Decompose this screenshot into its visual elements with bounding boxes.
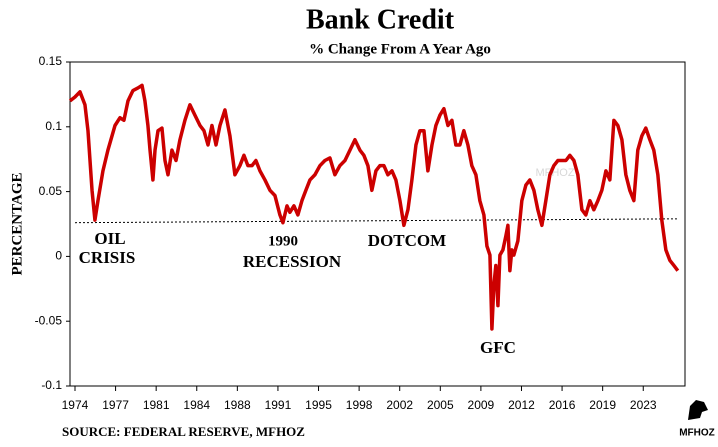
logo-text: MFHOZ bbox=[679, 428, 715, 439]
watermark: MFHOZ bbox=[535, 167, 574, 179]
x-tick-label: 1998 bbox=[346, 398, 373, 412]
y-tick-label: 0.15 bbox=[39, 54, 63, 68]
annotation: RECESSION bbox=[243, 252, 342, 271]
logo-icon bbox=[688, 400, 708, 420]
plot-frame bbox=[69, 61, 686, 387]
x-tick-label: 2005 bbox=[427, 398, 454, 412]
y-axis-label: PERCENTAGE bbox=[9, 172, 25, 275]
y-tick-label: -0.1 bbox=[41, 378, 62, 392]
y-tick-label: 0 bbox=[55, 249, 62, 263]
x-tick-label: 1995 bbox=[305, 398, 332, 412]
x-tick-label: 2019 bbox=[589, 398, 616, 412]
x-tick-label: 2009 bbox=[468, 398, 495, 412]
annotation: CRISIS bbox=[79, 248, 136, 267]
trend-line bbox=[74, 218, 679, 224]
annotation: 1990 bbox=[268, 233, 298, 249]
x-tick-label: 1988 bbox=[224, 398, 251, 412]
y-tick-label: -0.05 bbox=[35, 313, 63, 327]
y-tick-label: 0.1 bbox=[45, 119, 62, 133]
x-tick-label: 1977 bbox=[102, 398, 129, 412]
x-tick-label: 1984 bbox=[183, 398, 210, 412]
x-tick-label: 2016 bbox=[549, 398, 576, 412]
x-tick-label: 1981 bbox=[143, 398, 170, 412]
x-tick-label: 2023 bbox=[630, 398, 657, 412]
x-tick-label: 2012 bbox=[508, 398, 535, 412]
data-line bbox=[68, 83, 680, 331]
chart-title: Bank Credit bbox=[306, 4, 455, 35]
annotation: DOTCOM bbox=[368, 231, 446, 250]
x-tick-label: 2002 bbox=[386, 398, 413, 412]
x-tick-label: 1991 bbox=[265, 398, 292, 412]
x-tick-label: 1974 bbox=[62, 398, 89, 412]
annotation: OIL bbox=[94, 229, 125, 248]
source-note: SOURCE: FEDERAL RESERVE, MFHOZ bbox=[62, 424, 305, 439]
annotation: GFC bbox=[480, 338, 516, 357]
y-tick-label: 0.05 bbox=[39, 184, 63, 198]
chart-subtitle: % Change From A Year Ago bbox=[309, 41, 491, 57]
